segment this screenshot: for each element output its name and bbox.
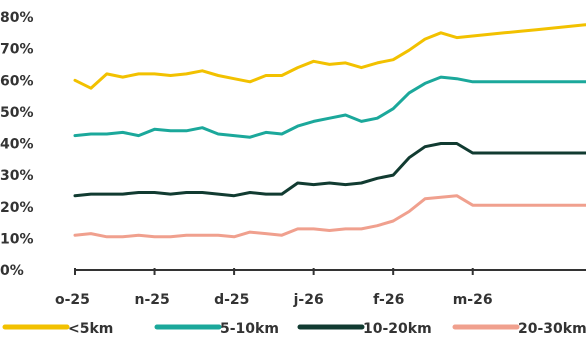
series-line-3 <box>73 142 586 198</box>
y-tick-label: 50% <box>0 105 34 121</box>
series-line-2 <box>73 75 586 139</box>
x-tick-label: d-25 <box>214 292 249 308</box>
series-line-1 <box>73 23 586 90</box>
legend: <5km 5-10km 10-20km 20-30km <box>2 321 586 337</box>
legend-label: <5km <box>68 321 113 337</box>
y-tick-label: 40% <box>0 137 34 153</box>
legend-label: 5-10km <box>220 321 279 337</box>
y-tick-label: 70% <box>0 42 34 58</box>
x-axis: o-25 n-25 d-25 j-26 f-26 m-26 <box>55 268 586 308</box>
y-axis: 0% 10% 20% 30% 40% 50% 60% 70% 80% <box>0 10 34 279</box>
x-tick-label: j-26 <box>293 292 324 308</box>
x-tick-label: m-26 <box>453 292 493 308</box>
y-tick-label: 30% <box>0 168 34 184</box>
legend-label: 10-20km <box>363 321 432 337</box>
y-tick-label: 80% <box>0 10 34 26</box>
legend-label: 20-30km <box>518 321 586 337</box>
x-tick-label: n-25 <box>135 292 170 308</box>
y-tick-label: 0% <box>0 263 24 279</box>
y-tick-label: 60% <box>0 73 34 89</box>
x-tick-label: o-25 <box>55 292 90 308</box>
y-tick-label: 10% <box>0 231 34 247</box>
x-tick-label: f-26 <box>373 292 404 308</box>
plot-area <box>73 23 586 239</box>
series-line-4 <box>73 194 586 239</box>
y-tick-label: 20% <box>0 200 34 216</box>
